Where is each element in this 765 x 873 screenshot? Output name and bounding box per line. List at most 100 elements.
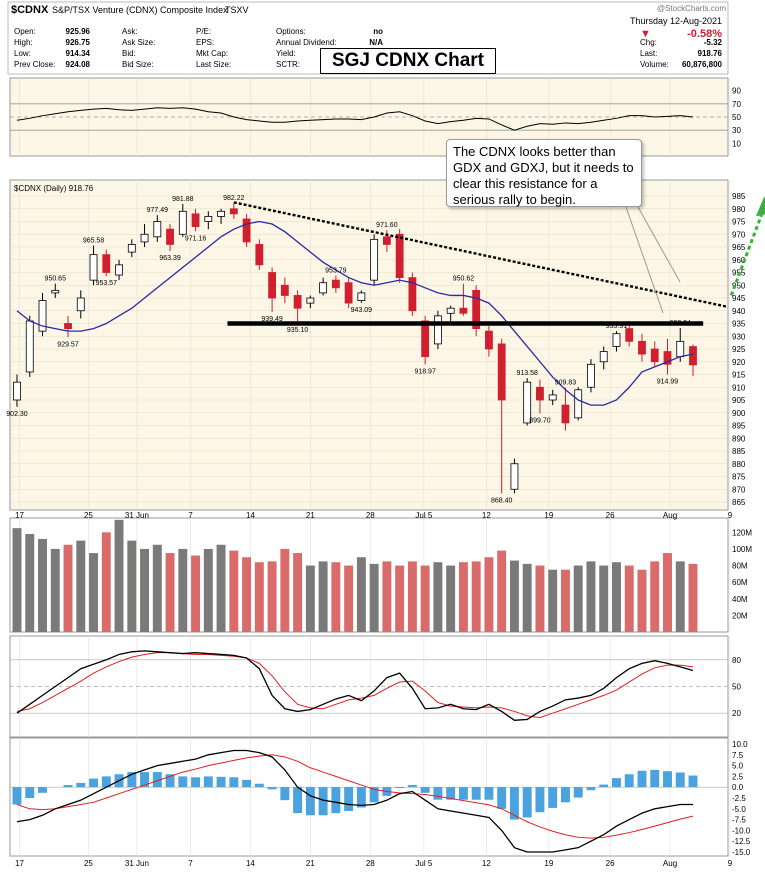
macd-tick-label: -7.5 [732, 816, 746, 825]
x-tick-label: 14 [246, 859, 255, 868]
price-annotation: 953.57 [96, 280, 118, 287]
candle-body [344, 282, 353, 304]
macd-histogram-bar [497, 787, 507, 809]
candle-body [472, 289, 481, 330]
field-label: Last Size: [196, 60, 231, 69]
volume-bar [114, 519, 124, 632]
field-label: P/E: [196, 27, 211, 36]
macd-histogram-bar [586, 787, 596, 791]
volume-bar [242, 557, 252, 632]
macd-histogram-bar [178, 776, 188, 788]
candle-body [382, 236, 391, 245]
price-annotation: 929.57 [57, 341, 79, 348]
volume-bar [89, 553, 98, 632]
candle-body [306, 297, 315, 304]
exchange: TSXV [225, 5, 249, 15]
price-tick-label: 965 [732, 243, 746, 252]
macd-histogram-bar [535, 787, 545, 813]
x-tick-label: 31 Jun [125, 859, 149, 868]
price-tick-label: 895 [732, 422, 746, 431]
macd-tick-label: 0.0 [732, 783, 744, 792]
stoch-tick-label: 20 [732, 709, 741, 718]
field-value: N/A [369, 38, 383, 47]
x-tick-label: 25 [84, 859, 93, 868]
macd-histogram-bar [344, 787, 354, 811]
candle-body [459, 307, 468, 314]
x-tick-label: 9 [728, 511, 733, 520]
x-tick-label: 19 [544, 859, 553, 868]
volume-bar [548, 569, 558, 632]
price-tick-label: 905 [732, 396, 746, 405]
volume-bar [382, 561, 392, 632]
candle-body [395, 233, 404, 278]
price-panel [9, 179, 729, 511]
macd-histogram-bar [267, 787, 277, 790]
price-tick-label: 935 [732, 320, 746, 329]
candle-body [51, 289, 60, 294]
volume-bar [127, 540, 137, 632]
field-label: Volume: [640, 60, 669, 69]
breakout-arrow [729, 213, 764, 296]
price-annotation: 963.39 [159, 255, 181, 262]
volume-bar [509, 560, 519, 632]
macd-tick-label: 2.5 [732, 772, 744, 781]
volume-bar [76, 540, 86, 632]
candle-body [280, 284, 289, 296]
field-label: High: [14, 38, 33, 47]
volume-bar [165, 553, 175, 632]
price-annotation: 909.83 [555, 380, 577, 387]
field-label: Prev Close: [14, 60, 55, 69]
x-tick-label: 26 [606, 511, 615, 520]
field-label: Ask: [122, 27, 138, 36]
volume-bar [675, 561, 685, 632]
candle-body [13, 381, 21, 401]
field-label: Low: [14, 49, 31, 58]
macd-tick-label: 7.5 [732, 751, 744, 760]
volume-bar [152, 544, 162, 632]
x-tick-label: 25 [84, 511, 93, 520]
price-tick-label: 940 [732, 307, 746, 316]
macd-histogram-bar [407, 785, 417, 788]
x-tick-label: 7 [188, 859, 193, 868]
price-annotation: 982.22 [223, 195, 245, 202]
price-tick-label: 960 [732, 256, 746, 265]
macd-histogram-bar [127, 772, 137, 788]
x-tick-label: Aug [663, 511, 677, 520]
quote-date: Thursday 12-Aug-2021 [630, 16, 722, 26]
volume-bar [101, 532, 111, 632]
field-label: Bid: [122, 49, 136, 58]
volume-bar [484, 557, 494, 632]
candle-body [548, 394, 557, 401]
price-annotation: 935.10 [287, 327, 309, 334]
price-annotation: 868.40 [491, 497, 513, 504]
macd-histogram-bar [369, 787, 379, 803]
macd-histogram-bar [293, 787, 303, 814]
macd-histogram-bar [216, 776, 226, 788]
volume-bar [663, 553, 672, 632]
rsi-tick-label: 50 [732, 113, 741, 122]
volume-bar [471, 561, 481, 632]
macd-histogram-bar [688, 775, 698, 788]
volume-bar [560, 569, 570, 632]
x-tick-label: 14 [246, 511, 255, 520]
field-label: Yield: [276, 49, 296, 58]
x-tick-label: 21 [306, 511, 315, 520]
price-tick-label: 875 [732, 473, 746, 482]
price-annotation: 977.49 [147, 207, 169, 214]
stoch-tick-label: 80 [732, 656, 741, 665]
x-tick-label: 17 [15, 511, 24, 520]
x-tick-label: 7 [188, 511, 193, 520]
volume-bar [573, 565, 583, 632]
watermark: @StockCharts.com [657, 4, 726, 13]
macd-histogram-bar [254, 783, 264, 788]
annotation-callout: The CDNX looks better than GDX and GDXJ,… [446, 139, 642, 207]
volume-bar [407, 561, 417, 632]
macd-panel [9, 737, 729, 857]
volume-bar [203, 548, 213, 632]
price-tick-label: 985 [732, 192, 746, 201]
field-label: Chg: [640, 38, 657, 47]
macd-histogram-bar [420, 787, 430, 793]
volume-bar [63, 544, 73, 632]
candle-body [64, 323, 72, 329]
field-label: Ask Size: [122, 38, 155, 47]
